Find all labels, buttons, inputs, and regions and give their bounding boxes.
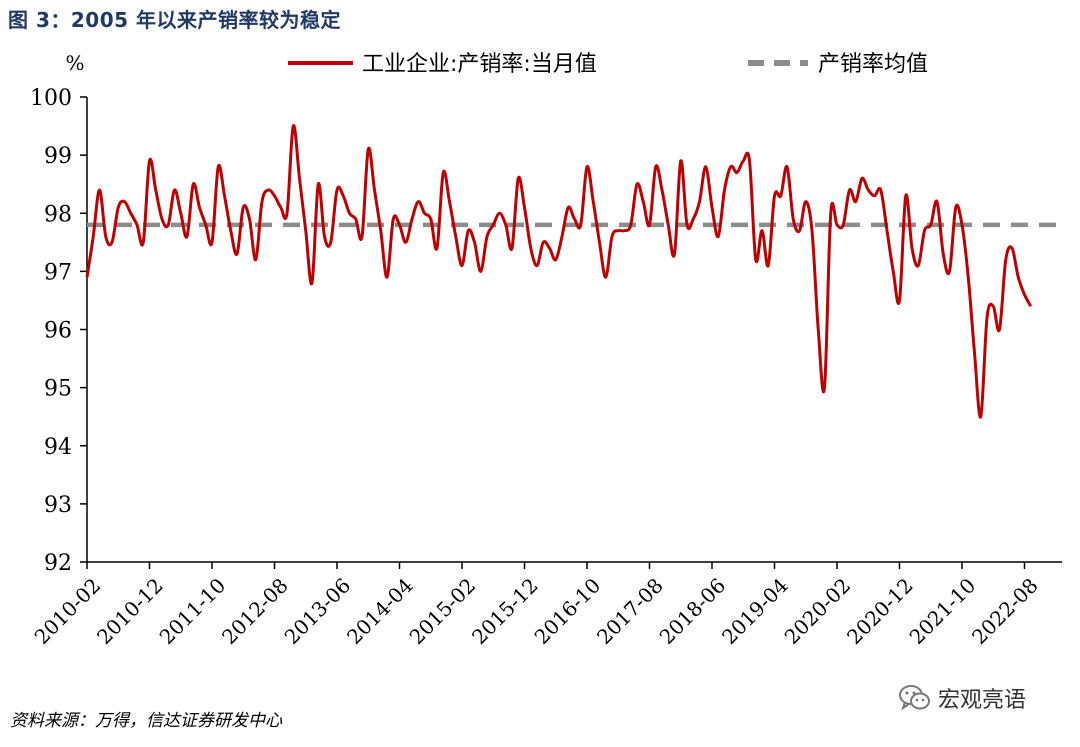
y-tick-label: 92	[44, 551, 72, 576]
y-tick-label: 100	[30, 86, 72, 111]
x-tick-label: 2014-04	[342, 573, 418, 649]
y-tick-label: 97	[44, 260, 72, 285]
x-tick-label: 2016-10	[530, 573, 606, 649]
x-tick-label: 2011-10	[155, 573, 231, 649]
source-note: 资料来源：万得，信达证券研发中心	[10, 711, 282, 731]
x-tick-label: 2022-08	[967, 573, 1043, 649]
watermark-text: 宏观亮语	[938, 688, 1027, 713]
legend-label-mean: 产销率均值	[818, 52, 928, 77]
x-tick-label: 2015-02	[405, 573, 481, 649]
y-axis: 92 93 94 95 96 97 98 99 100	[30, 86, 88, 576]
x-tick-label: 2017-08	[592, 573, 668, 649]
figure-title: 图 3：2005 年以来产销率较为稳定	[8, 8, 342, 32]
legend-item-actual: 工业企业:产销率:当月值	[288, 52, 597, 77]
y-unit-label: %	[65, 51, 84, 75]
x-tick-label: 2010-02	[30, 573, 106, 649]
legend-item-mean: 产销率均值	[748, 52, 928, 77]
y-tick-label: 96	[44, 319, 72, 344]
y-tick-label: 94	[44, 435, 72, 460]
y-tick-label: 93	[44, 493, 72, 518]
series-layer	[85, 124, 1062, 419]
y-tick-label: 99	[44, 144, 72, 169]
x-tick-label: 2020-12	[842, 573, 918, 649]
x-tick-label: 2012-08	[217, 573, 293, 649]
x-axis: 2010-022010-122011-102012-082013-062014-…	[30, 561, 1062, 649]
x-tick-label: 2018-06	[655, 573, 731, 649]
wechat-icon	[899, 685, 930, 711]
y-tick-label: 98	[44, 202, 72, 227]
x-tick-label: 2013-06	[280, 573, 356, 649]
legend: 工业企业:产销率:当月值 产销率均值	[288, 52, 928, 77]
x-tick-label: 2010-12	[92, 573, 168, 649]
series-line-actual	[85, 124, 1033, 419]
x-tick-label: 2019-04	[717, 573, 793, 649]
line-chart: % 工业企业:产销率:当月值 产销率均值 92 93 94 95 96 97 98 99 100…	[30, 51, 1062, 649]
x-tick-label: 2020-02	[780, 573, 856, 649]
watermark: 宏观亮语	[898, 680, 1026, 716]
y-tick-label: 95	[44, 377, 72, 402]
x-tick-label: 2021-10	[905, 573, 981, 649]
legend-label-actual: 工业企业:产销率:当月值	[362, 52, 597, 77]
x-tick-label: 2015-12	[467, 573, 543, 649]
